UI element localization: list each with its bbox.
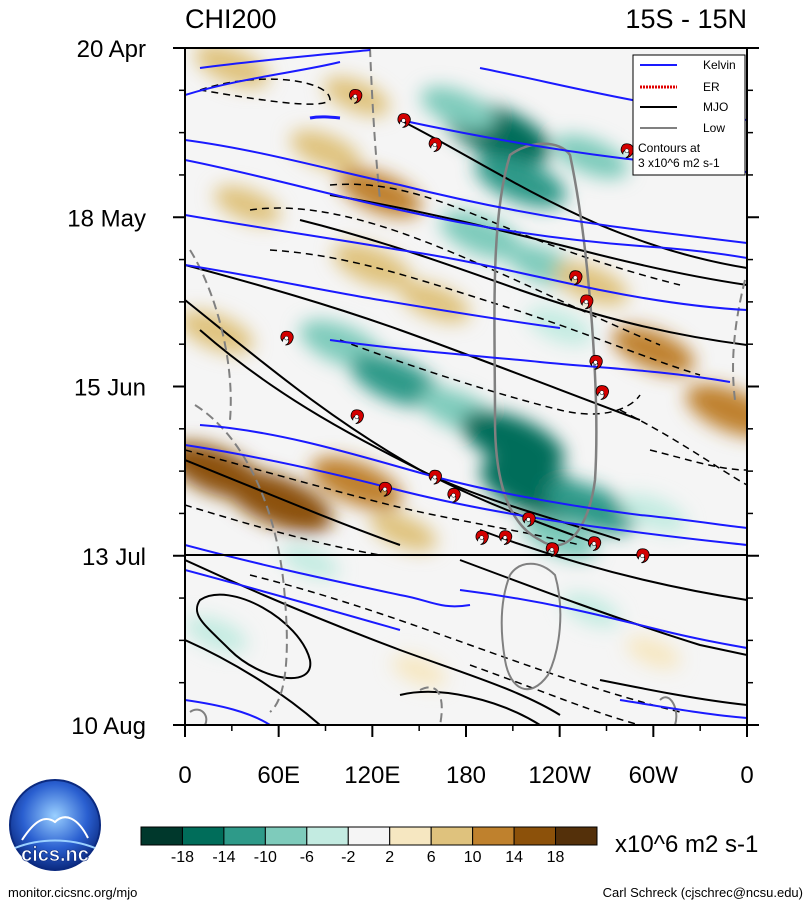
anomaly-blob	[185, 310, 254, 354]
x-tick-label: 180	[446, 762, 486, 789]
logo-text: cics.nc	[21, 844, 89, 866]
legend-label-low: Low	[703, 121, 725, 135]
legend-label-er: ER	[703, 80, 720, 94]
y-tick-label: 10 Aug	[71, 713, 146, 740]
colorbar-labels: -18 -14 -10 -6 -2 2 6 10 14 18	[171, 849, 565, 866]
x-tick-label: 120W	[528, 762, 591, 789]
legend-note-line2: 3 x10^6 m2 s-1	[638, 156, 720, 170]
tropical-cyclone-markers	[280, 88, 650, 564]
legend-note-line1: Contours at	[638, 141, 701, 155]
chart-title-right: 15S - 15N	[625, 4, 747, 34]
anomaly-blob	[420, 86, 496, 131]
anomaly-blob	[685, 384, 747, 438]
anomaly-blob	[526, 306, 593, 346]
tropical-cyclone-icon	[522, 512, 536, 527]
tropical-cyclone-icon	[595, 385, 609, 400]
colorbar	[140, 826, 598, 846]
footer-credit: Carl Schreck (cjschrec@ncsu.edu)	[603, 885, 803, 900]
tropical-cyclone-icon	[350, 409, 364, 425]
colorbar-label: 6	[427, 849, 436, 866]
x-tick-label: 60W	[629, 762, 679, 789]
x-tick-label: 60E	[257, 762, 300, 789]
colorbar-swatch	[264, 826, 308, 846]
chart-title-left: CHI200	[185, 4, 277, 34]
anomaly-blob	[626, 636, 681, 669]
tropical-cyclone-icon	[428, 469, 442, 485]
anomaly-blob	[522, 515, 597, 560]
anomaly-blob	[224, 470, 333, 533]
colorbar-swatch	[140, 826, 183, 846]
anomaly-blob	[370, 512, 437, 552]
anomaly-blob	[392, 654, 447, 687]
anomaly-blob	[461, 410, 565, 471]
anomaly-blob	[194, 48, 270, 88]
colorbar-label: 14	[505, 849, 523, 866]
y-axis-labels: 20 Apr 18 May 15 Jun 13 Jul 10 Aug	[67, 36, 146, 740]
tropical-cyclone-icon	[569, 270, 583, 286]
tropical-cyclone-icon	[475, 530, 489, 546]
anomaly-blob	[553, 135, 629, 179]
colorbar-swatch	[513, 826, 557, 846]
y-tick-label: 15 Jun	[74, 375, 146, 402]
footer-website[interactable]: monitor.cicsnc.org/mjo	[8, 885, 137, 900]
x-axis-labels: 0 60E 120E 180 120W 60W 0	[178, 762, 753, 789]
y-tick-label: 20 Apr	[77, 36, 146, 63]
tropical-cyclone-icon	[498, 530, 513, 546]
colorbar-label: -10	[254, 849, 277, 866]
legend-label-kelvin: Kelvin	[703, 58, 736, 72]
tropical-cyclone-icon	[280, 330, 294, 346]
colorbar-swatch	[223, 826, 266, 846]
anomaly-blob	[332, 242, 412, 289]
colorbar-label: 10	[464, 849, 482, 866]
colorbar-units: x10^6 m2 s-1	[615, 831, 758, 858]
colorbar-swatch	[347, 826, 391, 846]
tropical-cyclone-icon	[636, 548, 650, 564]
tropical-cyclone-icon	[545, 542, 560, 558]
axis-ticks	[173, 47, 759, 737]
legend-label-mjo: MJO	[703, 100, 728, 114]
tropical-cyclone-icon	[349, 88, 363, 104]
anomaly-blob	[475, 154, 567, 208]
y-tick-label: 18 May	[67, 205, 146, 232]
colorbar-label: 2	[385, 849, 394, 866]
colorbar-label: -14	[212, 849, 235, 866]
tropical-cyclone-icon	[589, 354, 603, 370]
anomaly-blob	[311, 456, 403, 510]
colorbar-label: 18	[547, 849, 565, 866]
anomaly-blob	[185, 616, 248, 653]
x-tick-label: 0	[740, 762, 753, 789]
colorbar-swatch	[389, 826, 432, 846]
colorbar-swatch	[181, 826, 225, 846]
wave-contours	[185, 48, 747, 725]
tropical-cyclone-icon	[378, 481, 392, 497]
colorbar-swatch	[555, 826, 598, 846]
anomaly-blob	[611, 326, 695, 375]
colorbar-label: -2	[341, 849, 355, 866]
anomaly-blob	[620, 494, 687, 533]
anomaly-field	[185, 48, 747, 687]
anomaly-blob	[214, 185, 281, 225]
tropical-cyclone-icon	[580, 294, 594, 310]
cicsnc-logo: cics.nc	[9, 779, 101, 871]
tropical-cyclone-icon	[587, 536, 602, 552]
colorbar-swatch	[306, 826, 349, 846]
colorbar-swatch	[472, 826, 515, 846]
anomaly-blob	[350, 353, 442, 407]
y-tick-label: 13 Jul	[82, 544, 146, 571]
colorbar-label: -6	[300, 849, 314, 866]
x-tick-label: 120E	[344, 762, 400, 789]
colorbar-swatch	[430, 826, 474, 846]
anomaly-blob	[280, 544, 339, 579]
tropical-cyclone-icon	[397, 113, 411, 128]
anomaly-blob	[290, 130, 361, 172]
legend: Kelvin ER MJO Low Contours at 3 x10^6 m2…	[632, 54, 746, 176]
anomaly-blob	[561, 593, 620, 628]
x-tick-label: 0	[178, 762, 191, 789]
tropical-cyclone-icon	[428, 137, 442, 153]
tropical-cyclone-icon	[447, 487, 461, 503]
colorbar-label: -18	[171, 849, 194, 866]
